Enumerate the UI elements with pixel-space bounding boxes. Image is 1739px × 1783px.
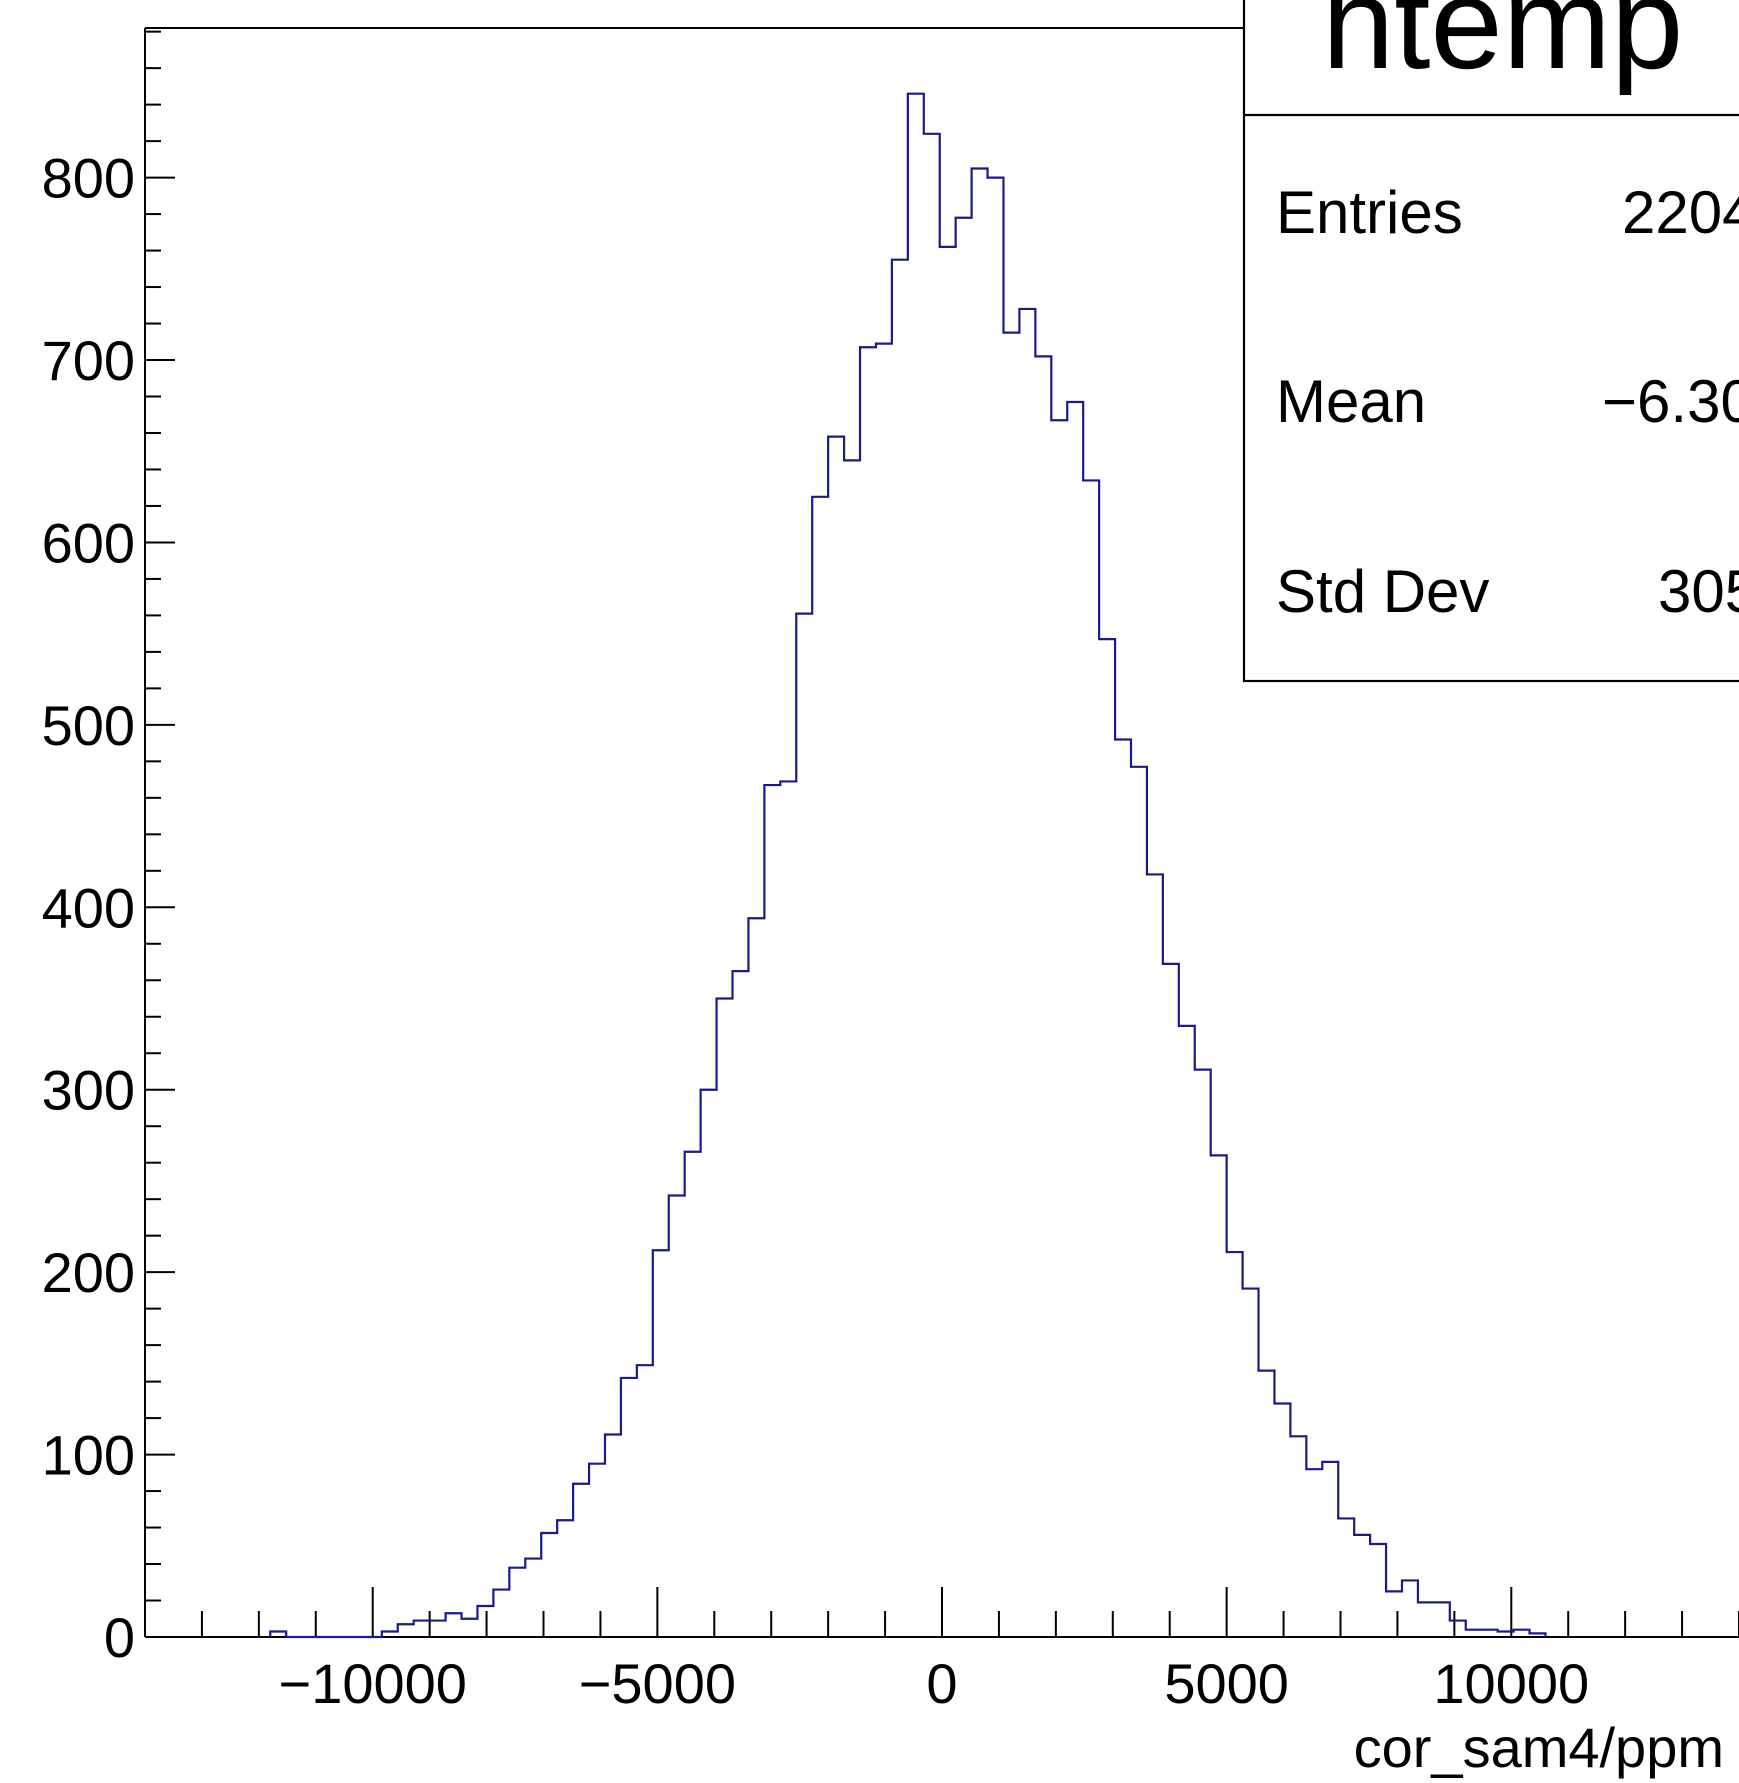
y-tick-label: 500 [42, 694, 135, 757]
y-tick-label: 200 [42, 1241, 135, 1304]
stats-label-mean: Mean [1276, 368, 1426, 435]
y-tick-label: 700 [42, 329, 135, 392]
y-tick-label: 300 [42, 1059, 135, 1122]
y-tick-label: 400 [42, 876, 135, 939]
stats-label-stddev: Std Dev [1276, 558, 1489, 625]
x-axis-tick-labels: −10000 −5000 0 5000 10000 [278, 1652, 1589, 1715]
stats-box-title: htemp [1322, 0, 1683, 96]
x-axis-label: cor_sam4/ppm [1354, 1716, 1724, 1779]
stats-value-stddev: 3053 [1658, 558, 1739, 625]
x-tick-label: 5000 [1164, 1652, 1289, 1715]
y-axis-ticks [145, 30, 175, 1638]
x-axis-ticks [200, 1587, 1739, 1637]
stats-label-entries: Entries [1276, 179, 1463, 246]
x-tick-label: 0 [926, 1652, 957, 1715]
y-tick-label: 0 [104, 1606, 135, 1669]
histogram-series-line [269, 92, 1547, 1639]
y-tick-label: 600 [42, 511, 135, 574]
y-tick-label: 100 [42, 1424, 135, 1487]
stats-value-entries: 22045 [1622, 179, 1739, 246]
x-tick-label: 10000 [1433, 1652, 1589, 1715]
x-tick-label: −10000 [278, 1652, 466, 1715]
y-tick-label: 800 [42, 147, 135, 210]
stats-value-mean: −6.305 [1602, 368, 1739, 435]
x-tick-label: −5000 [579, 1652, 736, 1715]
y-axis-tick-labels: 0 100 200 300 400 500 600 700 800 [42, 147, 135, 1669]
stats-box: htemp Entries 22045 Mean −6.305 Std Dev … [1242, 0, 1739, 683]
stats-box-frame [1242, 0, 1739, 683]
